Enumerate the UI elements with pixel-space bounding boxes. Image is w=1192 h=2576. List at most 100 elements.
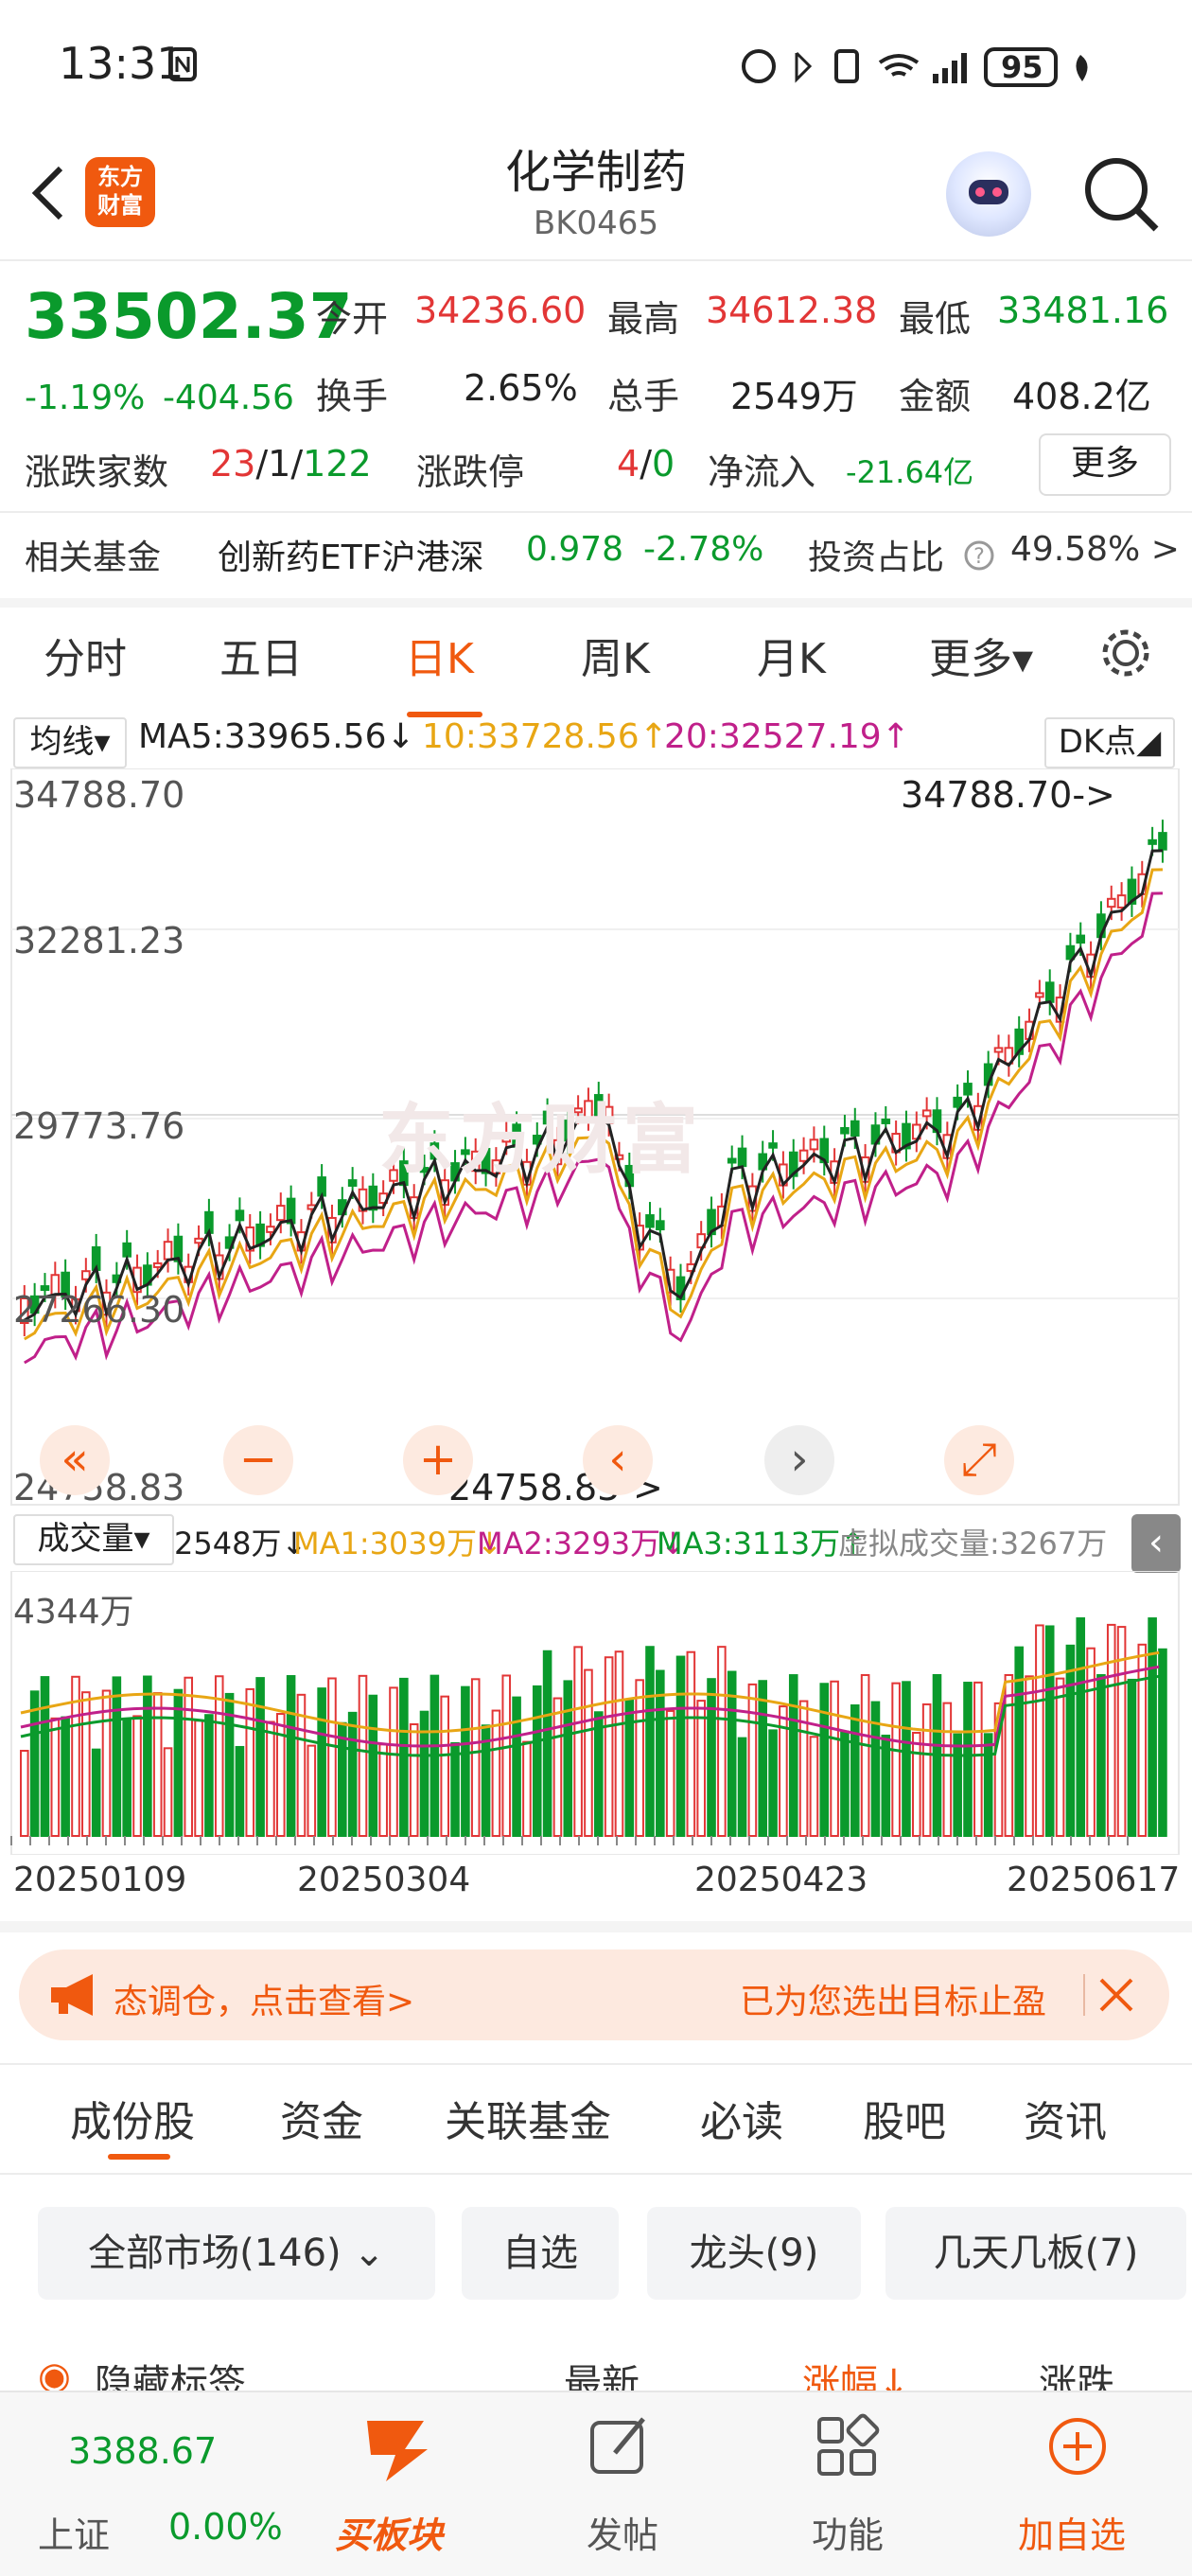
filter-watchlist[interactable]: 自选 (462, 2207, 619, 2300)
candle-body (645, 1214, 655, 1228)
volume-bar (798, 1700, 809, 1837)
post-label[interactable]: 发帖 (587, 2514, 659, 2556)
volume-bar (594, 1711, 604, 1837)
fullscreen-button[interactable]: ⤢ (944, 1425, 1014, 1495)
price-axis-2: 32281.23 (13, 920, 185, 962)
turnover-label: 换手 (316, 376, 389, 417)
high-annotation: 34788.70-> (901, 774, 1115, 816)
tab-intraday[interactable]: 分时 (44, 635, 127, 683)
scroll-left-button[interactable]: ‹ (583, 1425, 653, 1495)
tab-constituents[interactable]: 成份股 (70, 2098, 195, 2146)
tab-more[interactable]: 更多▾ (929, 635, 1034, 683)
fund-pct: -2.78% (643, 530, 764, 569)
volume-bar (184, 1676, 194, 1837)
tab-must-read[interactable]: 必读 (700, 2098, 783, 2146)
function-label[interactable]: 功能 (812, 2514, 885, 2556)
promo-banner[interactable]: 态调仓，点击查看> 已为您选出目标止盈 (19, 1950, 1169, 2040)
volume-value: 2549万 (730, 376, 858, 417)
volume-bar (563, 1680, 573, 1837)
volume-bar (686, 1650, 696, 1837)
add-watchlist-icon[interactable] (1044, 2413, 1111, 2479)
candle-body (788, 1151, 798, 1177)
volume-bar (235, 1745, 245, 1837)
candle-body (163, 1241, 173, 1261)
indicator-selector[interactable]: 均线▾ (13, 717, 127, 768)
divider (0, 2063, 1192, 2065)
tab-funds-flow[interactable]: 资金 (280, 2098, 363, 2146)
hide-tags-toggle[interactable]: 隐藏标签 (95, 2362, 246, 2391)
brand-logo: 东方 财富 (85, 157, 155, 227)
column-latest[interactable]: 最新 (564, 2362, 640, 2391)
volume-bar (50, 1717, 61, 1838)
close-icon[interactable] (1082, 1970, 1139, 2020)
volume-bar (717, 1646, 727, 1837)
buy-sector-label[interactable]: 买板块 (335, 2514, 444, 2556)
candle-body (1158, 832, 1167, 851)
index-value[interactable]: 3388.67 (68, 2430, 218, 2472)
breadth-label: 涨跌家数 (25, 451, 169, 493)
breadth-value: 23/1/122 (210, 443, 372, 485)
volume-ma1: MA1:3039万↓ (293, 1526, 502, 1561)
post-edit-icon[interactable] (587, 2413, 653, 2479)
ma-line (24, 891, 1164, 1365)
fund-name[interactable]: 创新药ETF沪港深 (218, 538, 484, 577)
collapse-panel-icon[interactable]: ‹ (1131, 1514, 1181, 1573)
zoom-in-button[interactable]: + (403, 1425, 473, 1495)
search-icon[interactable] (1078, 151, 1164, 237)
filter-consecutive-limits[interactable]: 几天几板(7) (885, 2207, 1186, 2300)
index-pct[interactable]: 0.00% (168, 2506, 283, 2548)
volume-chart[interactable] (0, 1571, 1192, 1855)
svg-text:?: ? (973, 545, 985, 569)
tab-weekly-k[interactable]: 周K (581, 635, 650, 683)
buy-sector-icon[interactable] (358, 2411, 437, 2487)
volume-bar (870, 1701, 881, 1837)
candle-body (798, 1149, 809, 1162)
candle-body (1044, 981, 1055, 1003)
zoom-out-button[interactable]: − (223, 1425, 293, 1495)
volume-max-label: 4344万 (13, 1593, 134, 1632)
ma-line (24, 849, 1164, 1322)
volume-bar (1106, 1623, 1116, 1837)
bottom-nav: 3388.67 上证 0.00% 买板块 发帖 功能 加自选 (0, 2391, 1192, 2576)
scroll-left-fast-button[interactable]: « (40, 1425, 110, 1495)
open-label: 今开 (316, 298, 389, 340)
tab-related-funds[interactable]: 关联基金 (445, 2098, 611, 2146)
column-pct[interactable]: 涨幅↓ (802, 2362, 910, 2391)
assistant-robot-icon[interactable] (946, 151, 1031, 237)
help-icon[interactable]: ? (963, 539, 995, 572)
more-button[interactable]: 更多 (1039, 433, 1171, 496)
scroll-right-button[interactable]: › (764, 1425, 834, 1495)
date-axis-4: 20250617 (1007, 1861, 1181, 1899)
volume-ma-line (20, 1665, 1160, 1748)
filter-all-market[interactable]: 全部市场(146) ⌄ (38, 2207, 435, 2300)
volume-bar (40, 1676, 50, 1837)
candle-body (368, 1185, 378, 1211)
volume-bar (645, 1646, 655, 1838)
settings-gear-icon[interactable] (1097, 625, 1154, 681)
volume-bar (1148, 1617, 1157, 1838)
index-name[interactable]: 上证 (38, 2514, 111, 2556)
turnover-value: 2.65% (464, 367, 578, 409)
tab-daily-k[interactable]: 日K (405, 635, 474, 683)
candle-body (461, 1149, 470, 1156)
volume-bar (1014, 1646, 1024, 1837)
volume-bar (993, 1702, 1004, 1837)
candle-body (1127, 878, 1137, 905)
kline-chart[interactable] (0, 768, 1192, 1507)
tab-news[interactable]: 资讯 (1024, 2098, 1107, 2146)
dk-point-button[interactable]: DK点◢ (1044, 717, 1175, 768)
candle-body (840, 1126, 850, 1135)
back-icon[interactable] (23, 159, 79, 227)
tab-monthly-k[interactable]: 月K (757, 635, 826, 683)
filter-leaders[interactable]: 龙头(9) (647, 2207, 861, 2300)
volume-bar (1035, 1624, 1044, 1837)
volume-bar (707, 1678, 716, 1837)
volume-bar (378, 1743, 388, 1837)
tab-five-day[interactable]: 五日 (219, 635, 303, 683)
tab-forum[interactable]: 股吧 (863, 2098, 946, 2146)
fund-ratio[interactable]: 49.58% > (1010, 530, 1180, 569)
add-watchlist-label[interactable]: 加自选 (1018, 2514, 1127, 2556)
column-change[interactable]: 涨跌 (1039, 2362, 1114, 2391)
function-grid-icon[interactable] (814, 2413, 880, 2479)
volume-indicator-selector[interactable]: 成交量▾ (13, 1514, 174, 1565)
